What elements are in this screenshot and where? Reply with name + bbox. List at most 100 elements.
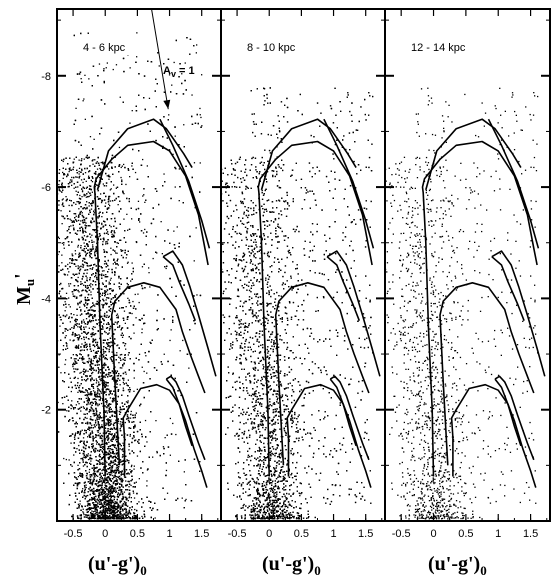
star-point	[129, 417, 132, 419]
star-point	[127, 400, 129, 402]
star-point	[148, 272, 150, 274]
star-point	[98, 235, 100, 238]
star-point	[78, 208, 80, 210]
star-point	[109, 392, 111, 395]
star-point	[165, 267, 167, 270]
star-point	[96, 513, 99, 516]
star-point	[101, 216, 103, 218]
star-point	[195, 52, 197, 54]
star-point	[199, 162, 201, 164]
star-point	[200, 116, 202, 119]
star-point	[93, 172, 96, 174]
star-point	[105, 423, 107, 425]
star-point	[78, 197, 81, 199]
star-point	[111, 490, 113, 492]
star-point	[79, 175, 81, 177]
star-point	[130, 465, 133, 468]
star-point	[96, 417, 98, 419]
star-point	[130, 484, 132, 487]
star-point	[86, 299, 88, 302]
star-point	[91, 314, 93, 316]
star-point	[80, 78, 82, 80]
star-point	[113, 488, 115, 490]
star-point	[95, 382, 98, 384]
star-point	[85, 422, 87, 424]
star-point	[120, 491, 122, 493]
star-point	[51, 211, 52, 212]
star-point	[52, 201, 53, 202]
star-point	[146, 441, 148, 443]
star-point	[115, 64, 118, 66]
star-point	[123, 379, 125, 381]
star-point	[129, 122, 131, 124]
star-point	[168, 114, 170, 116]
star-point	[47, 275, 48, 276]
star-point	[114, 470, 116, 472]
star-point	[36, 187, 37, 188]
star-point	[52, 357, 53, 358]
star-point	[120, 483, 123, 486]
star-point	[80, 390, 82, 392]
star-point	[76, 337, 79, 339]
star-point	[89, 482, 91, 484]
star-point	[119, 384, 121, 386]
star-point	[69, 306, 71, 308]
star-point	[137, 293, 139, 295]
star-point	[120, 490, 122, 492]
star-point	[68, 170, 70, 173]
star-point	[113, 400, 115, 402]
star-point	[86, 379, 88, 381]
star-point	[89, 457, 91, 459]
star-point	[110, 341, 112, 343]
star-point	[146, 372, 148, 374]
star-point	[104, 381, 106, 383]
star-point	[73, 274, 75, 276]
star-point	[81, 349, 83, 351]
star-point	[193, 260, 195, 262]
star-point	[120, 166, 122, 169]
star-point	[191, 94, 193, 96]
star-point	[80, 354, 82, 356]
star-point	[89, 165, 91, 167]
star-point	[120, 515, 122, 517]
star-point	[62, 160, 64, 163]
star-point	[171, 84, 173, 86]
star-point	[42, 171, 43, 172]
star-point	[97, 319, 100, 321]
star-point	[92, 159, 94, 161]
star-point	[91, 377, 93, 379]
star-point	[103, 263, 106, 265]
star-point	[101, 472, 103, 474]
star-point	[106, 358, 108, 361]
star-point	[37, 180, 38, 181]
star-point	[59, 190, 61, 192]
star-point	[68, 297, 70, 299]
star-point	[76, 448, 78, 450]
star-point	[125, 373, 127, 375]
star-point	[154, 517, 156, 519]
star-point	[80, 220, 82, 222]
star-point	[86, 409, 88, 411]
star-point	[121, 327, 124, 329]
star-point	[90, 283, 92, 285]
star-point	[174, 186, 176, 188]
star-point	[128, 473, 130, 475]
star-point	[110, 486, 112, 489]
star-point	[136, 32, 138, 34]
star-point	[81, 196, 83, 198]
star-point	[81, 429, 83, 431]
star-point	[84, 391, 86, 393]
star-point	[88, 299, 90, 301]
star-point	[122, 493, 124, 496]
star-point	[108, 447, 110, 450]
star-point	[115, 489, 117, 491]
star-point	[49, 244, 50, 245]
star-point	[47, 212, 48, 213]
star-point	[112, 474, 114, 477]
star-point	[115, 419, 117, 421]
star-point	[97, 418, 99, 420]
star-point	[68, 316, 71, 318]
star-point	[120, 426, 122, 428]
star-point	[131, 218, 133, 220]
star-point	[112, 501, 114, 504]
